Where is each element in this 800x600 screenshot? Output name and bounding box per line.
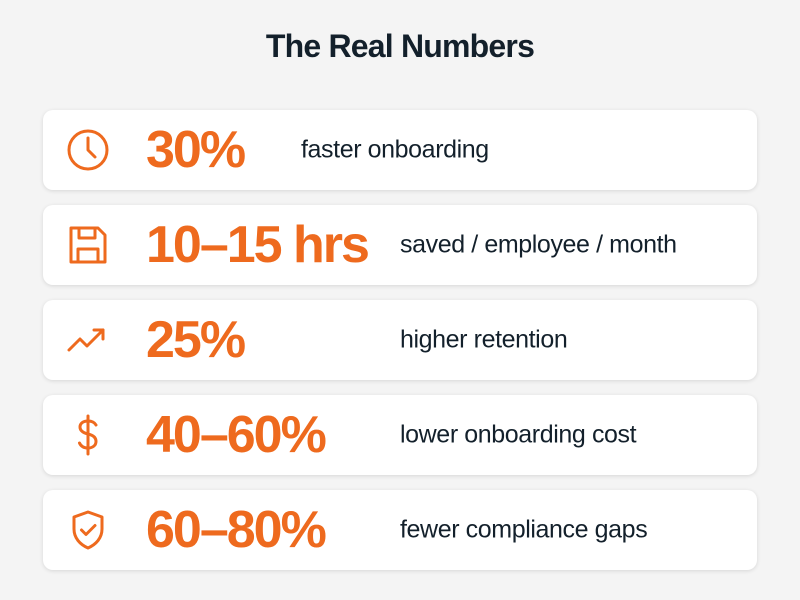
trending-up-icon	[65, 317, 111, 363]
stats-list: 30% faster onboarding 10–15 hrs saved / …	[43, 110, 757, 585]
stat-value: 25%	[146, 311, 246, 369]
stat-card-onboarding-cost: 40–60% lower onboarding cost	[43, 395, 757, 475]
stat-label: faster onboarding	[301, 135, 489, 164]
stat-value: 40–60%	[146, 406, 327, 464]
save-disk-icon	[65, 222, 111, 268]
stat-card-retention: 25% higher retention	[43, 300, 757, 380]
stat-label: saved / employee / month	[400, 230, 677, 259]
stat-card-hours-saved: 10–15 hrs saved / employee / month	[43, 205, 757, 285]
shield-check-icon	[65, 507, 111, 553]
dollar-sign-icon	[65, 412, 111, 458]
stat-label: higher retention	[400, 325, 568, 354]
clock-icon	[65, 127, 111, 173]
stat-card-onboarding-speed: 30% faster onboarding	[43, 110, 757, 190]
stat-value: 60–80%	[146, 501, 327, 559]
stat-label: fewer compliance gaps	[400, 515, 648, 544]
stat-value: 10–15 hrs	[146, 216, 370, 274]
stat-card-compliance: 60–80% fewer compliance gaps	[43, 490, 757, 570]
stat-value: 30%	[146, 121, 246, 179]
page-title: The Real Numbers	[265, 28, 535, 64]
stat-label: lower onboarding cost	[400, 420, 637, 449]
